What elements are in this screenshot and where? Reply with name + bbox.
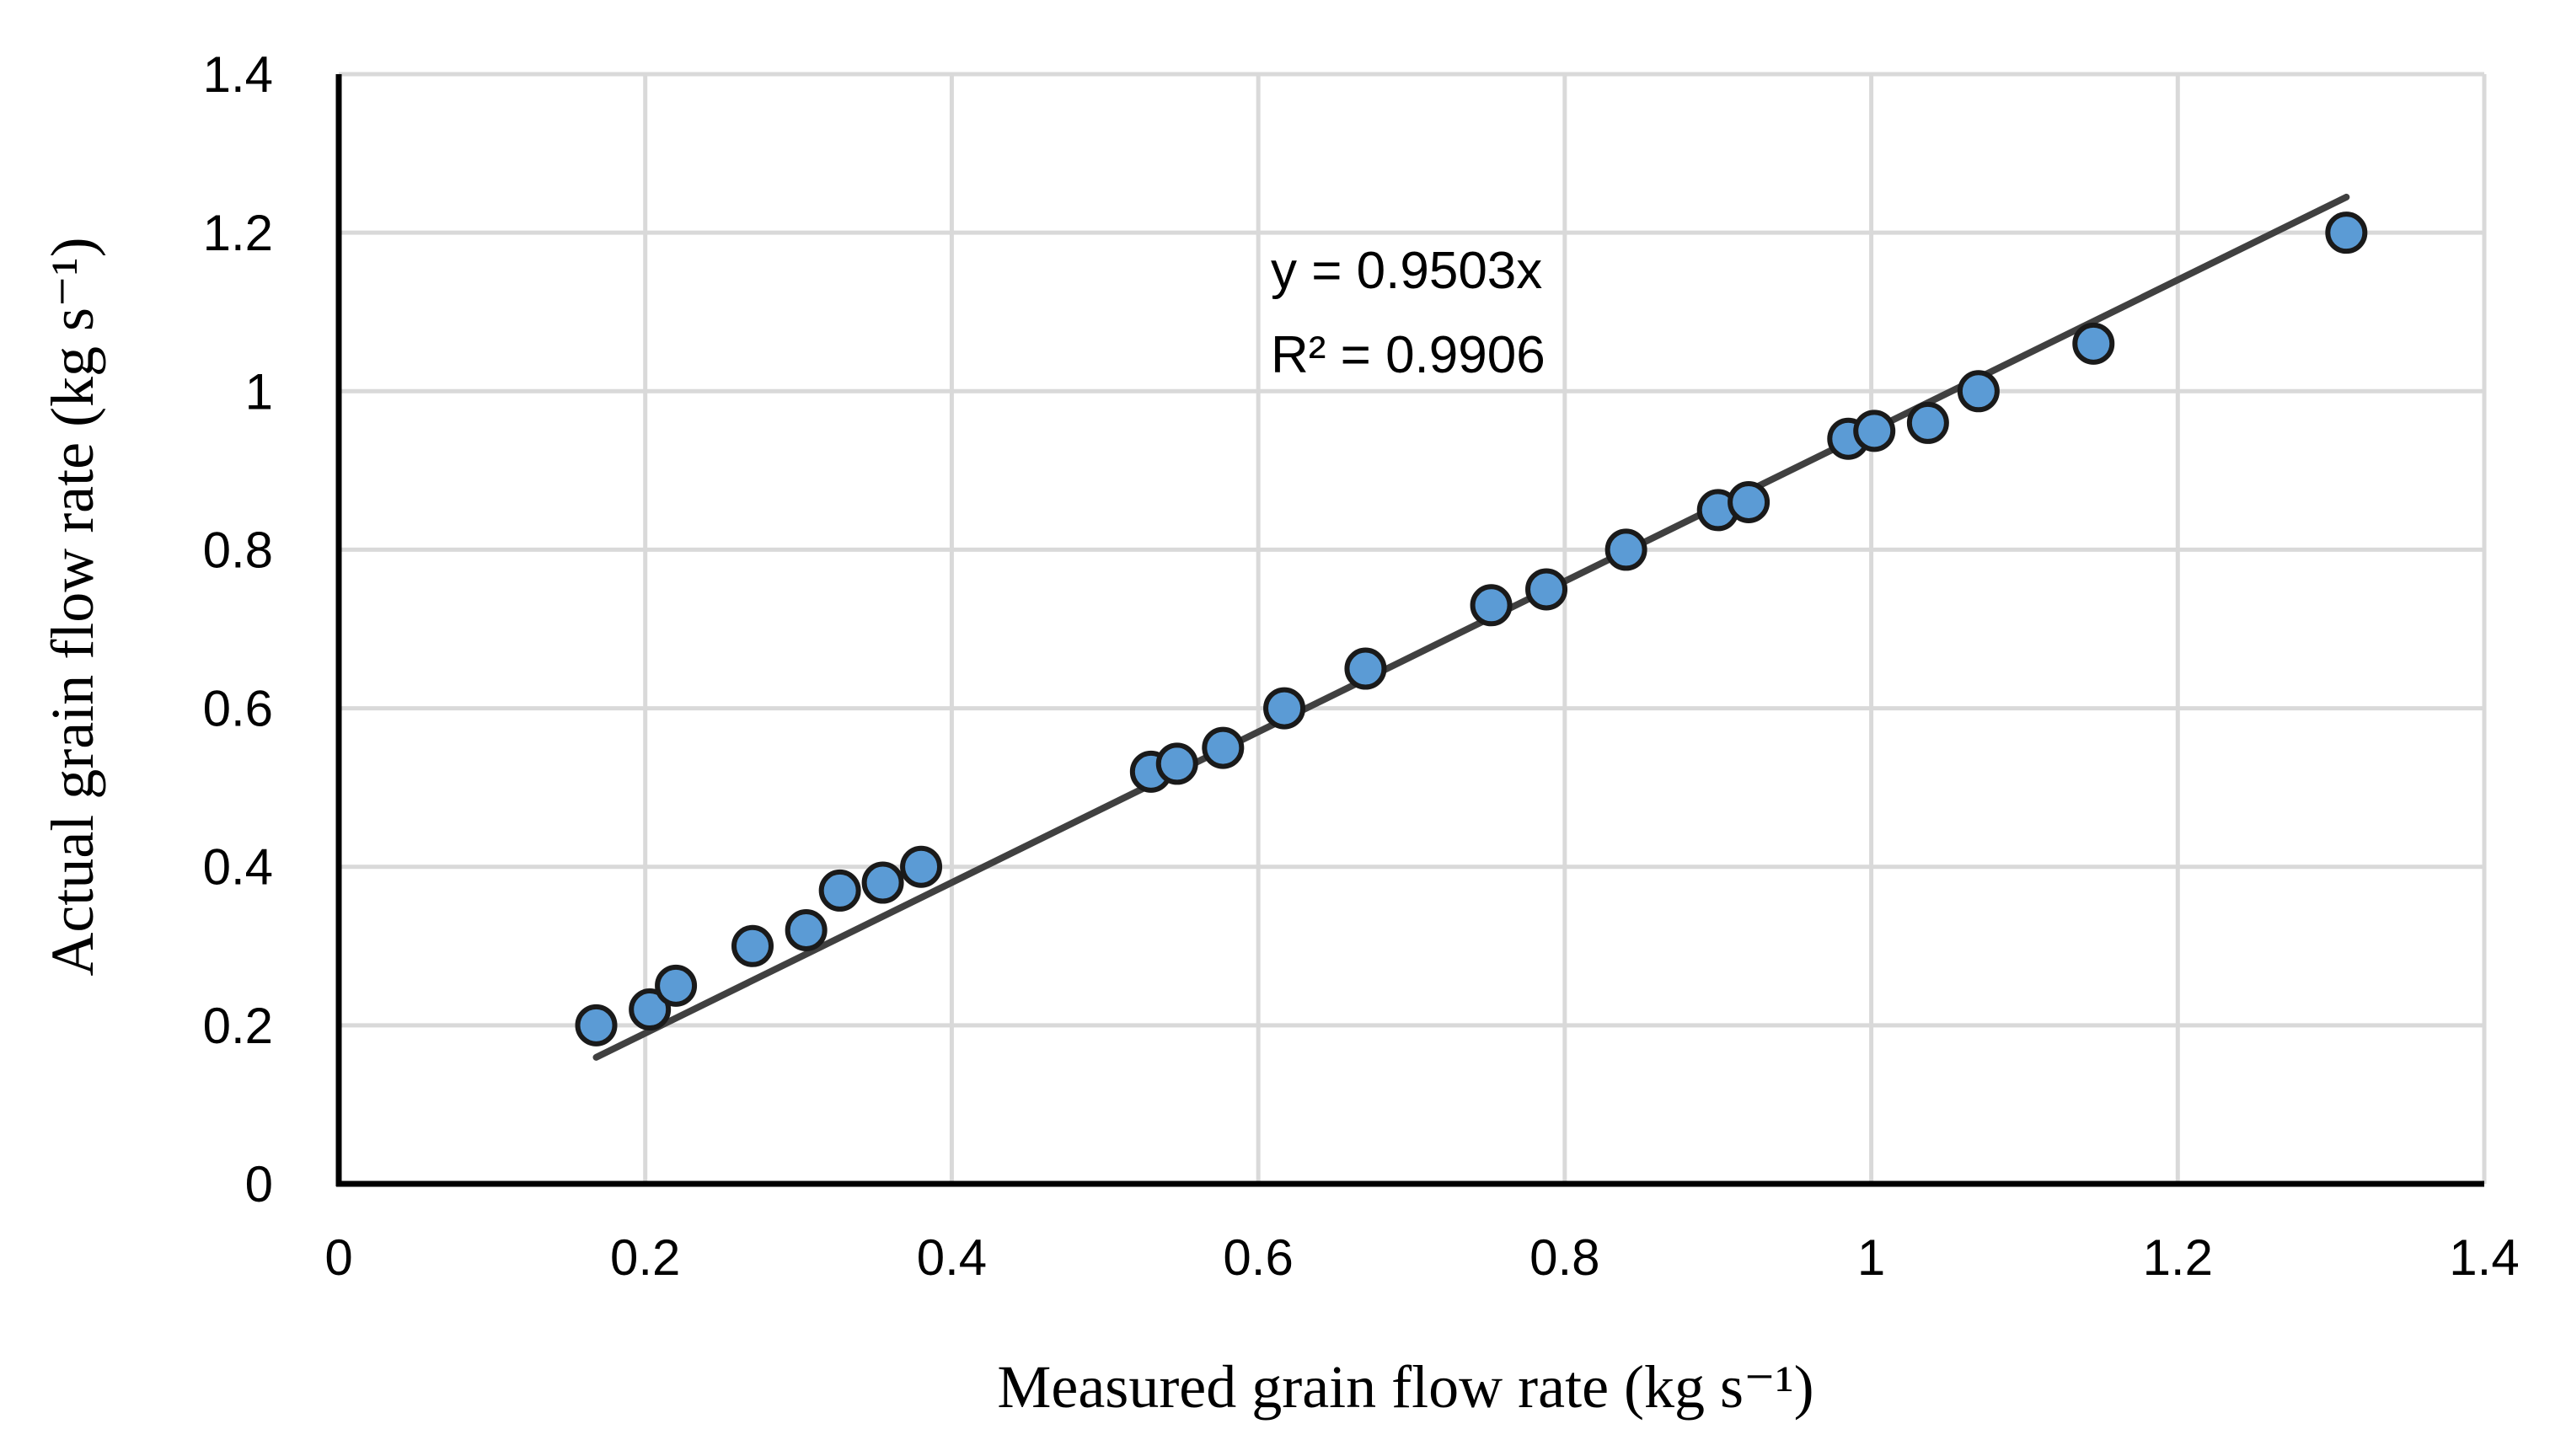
x-tick-label: 0.6 bbox=[1223, 1229, 1293, 1286]
data-point bbox=[1604, 528, 1647, 571]
gridlines bbox=[339, 72, 2487, 1184]
data-point bbox=[655, 964, 698, 1007]
y-tick-label: 1 bbox=[245, 363, 273, 420]
y-tick-label: 1.4 bbox=[203, 46, 273, 103]
x-axis-title: Measured grain flow rate (kg s⁻¹) bbox=[997, 1353, 1813, 1421]
y-tick-label: 0 bbox=[245, 1156, 273, 1212]
data-point bbox=[1525, 568, 1568, 611]
y-tick-label: 0.6 bbox=[203, 681, 273, 737]
y-tick-label: 0.2 bbox=[203, 998, 273, 1054]
data-point bbox=[1853, 410, 1896, 452]
data-points bbox=[575, 211, 2368, 1046]
data-point bbox=[629, 988, 672, 1031]
data-point bbox=[1202, 726, 1245, 769]
data-point bbox=[785, 908, 828, 951]
data-point bbox=[575, 1004, 618, 1046]
data-point bbox=[2072, 322, 2115, 365]
x-tick-label: 1.2 bbox=[2143, 1229, 2213, 1286]
data-point bbox=[900, 845, 943, 888]
data-point bbox=[1906, 401, 1949, 444]
x-tick-label: 0 bbox=[324, 1229, 352, 1286]
x-tick-label: 0.4 bbox=[917, 1229, 987, 1286]
y-axis-title: Actual grain flow rate (kg s⁻¹) bbox=[39, 237, 106, 976]
y-tick-label: 0.4 bbox=[203, 839, 273, 896]
data-point bbox=[818, 869, 861, 912]
data-point bbox=[861, 861, 904, 904]
tick-labels: 0 0.2 0.4 0.6 0.8 1 1.2 1.4 0 0.2 0.4 0.6 0.8 1 1.2 1.4 bbox=[203, 46, 2520, 1286]
data-point bbox=[1344, 647, 1387, 690]
x-tick-label: 0.8 bbox=[1529, 1229, 1599, 1286]
y-tick-label: 1.2 bbox=[203, 205, 273, 261]
data-point bbox=[1263, 687, 1306, 730]
trendline bbox=[592, 193, 2350, 1061]
data-point bbox=[1470, 584, 1513, 627]
axes bbox=[335, 74, 2484, 1187]
r-squared-label: R² = 0.9906 bbox=[1271, 326, 1546, 384]
data-point bbox=[731, 924, 774, 967]
data-point bbox=[1155, 742, 1198, 785]
y-tick-label: 0.8 bbox=[203, 522, 273, 578]
data-point bbox=[1728, 480, 1771, 523]
trendline-group bbox=[592, 193, 2350, 1061]
x-tick-label: 1 bbox=[1857, 1229, 1885, 1286]
data-point bbox=[2325, 211, 2368, 254]
x-tick-label: 1.4 bbox=[2449, 1229, 2519, 1286]
trendline-equation: y = 0.9503x bbox=[1271, 242, 1542, 300]
data-point bbox=[1957, 370, 2000, 413]
x-tick-label: 0.2 bbox=[610, 1229, 680, 1286]
